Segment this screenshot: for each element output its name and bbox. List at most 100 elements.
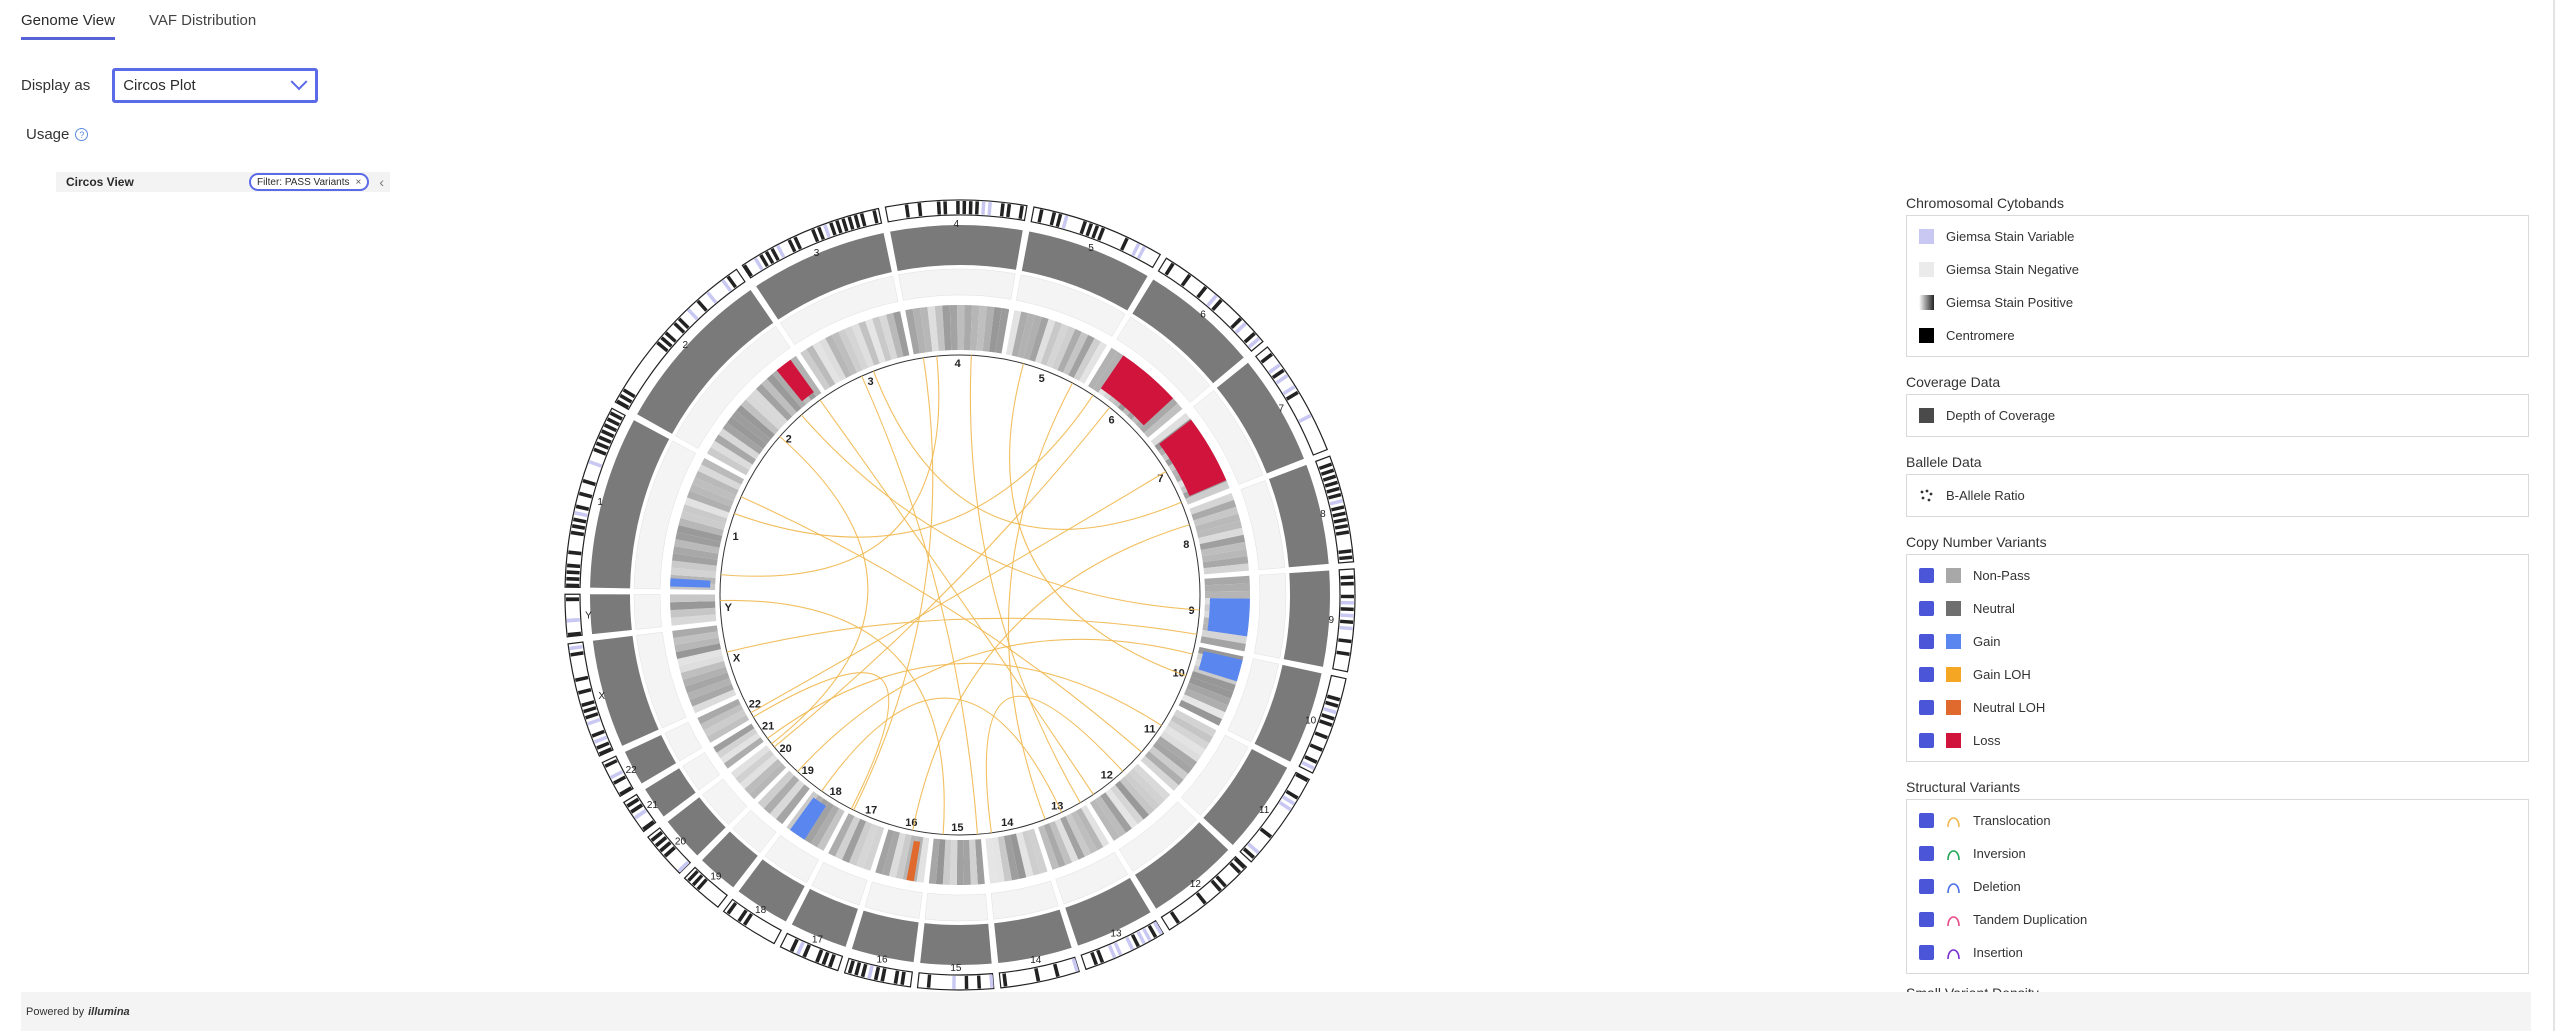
neutral-swatch	[1946, 601, 1961, 616]
tab-genome-view[interactable]: Genome View	[21, 0, 115, 40]
display-as-select[interactable]: Circos Plot	[112, 68, 319, 103]
legend-item: Non-Pass	[1907, 559, 2528, 592]
cytoband	[1318, 462, 1333, 471]
legend-label: Neutral	[1973, 601, 2015, 616]
cnv-track	[863, 825, 885, 871]
chromosome-label: 2	[786, 434, 792, 446]
cytoband	[1049, 212, 1057, 226]
cnv-track	[1011, 311, 1029, 357]
legend-item: Depth of Coverage	[1907, 399, 2528, 432]
cnv-track	[744, 758, 782, 795]
coverage-swatch	[1919, 408, 1934, 423]
chevron-down-icon	[290, 72, 308, 90]
cnv-track	[689, 483, 734, 507]
cytoband	[789, 938, 799, 952]
cytoband	[872, 210, 879, 224]
cnv-track	[1049, 820, 1073, 866]
cytoband	[1131, 243, 1141, 257]
cytoband	[566, 597, 580, 602]
close-icon[interactable]: ×	[355, 176, 362, 188]
cnv-track	[942, 839, 952, 885]
question-circle-icon[interactable]: ?	[75, 128, 89, 141]
cnv-track	[1195, 513, 1241, 533]
cytoband	[616, 399, 630, 409]
cytoband	[1097, 227, 1106, 241]
chromosome-outer-label: 2	[682, 340, 688, 351]
cnv-track	[1184, 688, 1229, 713]
cytoband	[1335, 530, 1350, 536]
cytoband	[1332, 511, 1346, 518]
cnv-track	[789, 355, 822, 397]
cytoband	[873, 966, 881, 981]
deletion-checkbox[interactable]	[1919, 879, 1934, 894]
legend-label: Giemsa Stain Positive	[1946, 295, 2074, 310]
chevron-left-icon[interactable]: ‹	[379, 174, 384, 190]
cnv-track	[672, 553, 718, 566]
cnv-track	[812, 341, 841, 385]
gain-loh-checkbox[interactable]	[1919, 667, 1934, 682]
cnv-track	[838, 328, 863, 373]
coverage-track	[890, 225, 1023, 271]
filter-chip[interactable]: Filter: PASS Variants ×	[249, 173, 370, 191]
legend-coverage-title: Coverage Data	[1906, 374, 2001, 390]
neutral-checkbox[interactable]	[1919, 601, 1934, 616]
cnv-track	[675, 532, 721, 548]
scrollbar-track[interactable]	[2553, 0, 2555, 1031]
gain-checkbox[interactable]	[1919, 634, 1934, 649]
chromosome-outer-label: 21	[647, 800, 659, 811]
loss-checkbox[interactable]	[1919, 733, 1934, 748]
cnv-track	[1191, 499, 1237, 521]
cytoband	[1340, 594, 1354, 599]
legend-item: Translocation	[1907, 804, 2528, 837]
cytoband	[847, 216, 855, 230]
cytoband	[1321, 713, 1335, 721]
cytoband	[630, 803, 644, 814]
cnv-track	[670, 567, 717, 578]
cnv-track	[1128, 768, 1166, 806]
non-pass-checkbox[interactable]	[1919, 568, 1934, 583]
translocation-checkbox[interactable]	[1919, 813, 1934, 828]
translocation-arc	[969, 355, 1081, 803]
cytoband	[1282, 795, 1296, 806]
cytoband	[1285, 390, 1299, 401]
cytoband	[574, 675, 589, 683]
cnv-track	[769, 779, 805, 820]
tab-vaf-distribution[interactable]: VAF Distribution	[148, 12, 257, 29]
cytoband	[574, 511, 588, 518]
insertion-checkbox[interactable]	[1919, 945, 1934, 960]
inversion-checkbox[interactable]	[1919, 846, 1934, 861]
cytoband	[1295, 772, 1309, 783]
cytoband	[1233, 857, 1246, 869]
cnv-track	[831, 331, 858, 376]
cytoband	[815, 949, 824, 963]
cnv-track	[844, 326, 869, 371]
tandem-duplication-arc-icon	[1947, 916, 1960, 927]
cytoband	[567, 631, 582, 637]
cnv-track	[750, 388, 788, 426]
cnv-track	[975, 839, 985, 885]
cytoband	[1333, 517, 1348, 524]
chromosome-outer-label: 3	[814, 248, 820, 259]
baf-track	[864, 881, 923, 919]
circos-plot[interactable]: 1122334455667788991010111112121313141415…	[560, 195, 1360, 995]
cnv-track	[1150, 412, 1191, 447]
inversion-arc-icon	[1947, 850, 1960, 861]
neutral-loh-checkbox[interactable]	[1919, 700, 1934, 715]
cnv-track	[1073, 338, 1101, 381]
cnv-track	[697, 464, 742, 491]
tandem-duplication-checkbox[interactable]	[1919, 912, 1934, 927]
coverage-track	[1203, 749, 1288, 845]
cytoband	[1006, 203, 1012, 218]
cnv-track	[684, 497, 730, 519]
cytoband	[593, 735, 608, 744]
cytoband	[570, 651, 584, 657]
cytoband	[598, 435, 612, 444]
ideogram-outline	[564, 593, 583, 638]
cnv-track	[1156, 736, 1198, 769]
chromosome-outer-label: 17	[812, 935, 824, 946]
chromosome-outer-label: 15	[950, 963, 962, 974]
coverage-track	[624, 734, 677, 784]
cnv-track	[714, 434, 756, 465]
cytoband	[764, 250, 775, 265]
centromere-swatch	[1919, 328, 1934, 343]
